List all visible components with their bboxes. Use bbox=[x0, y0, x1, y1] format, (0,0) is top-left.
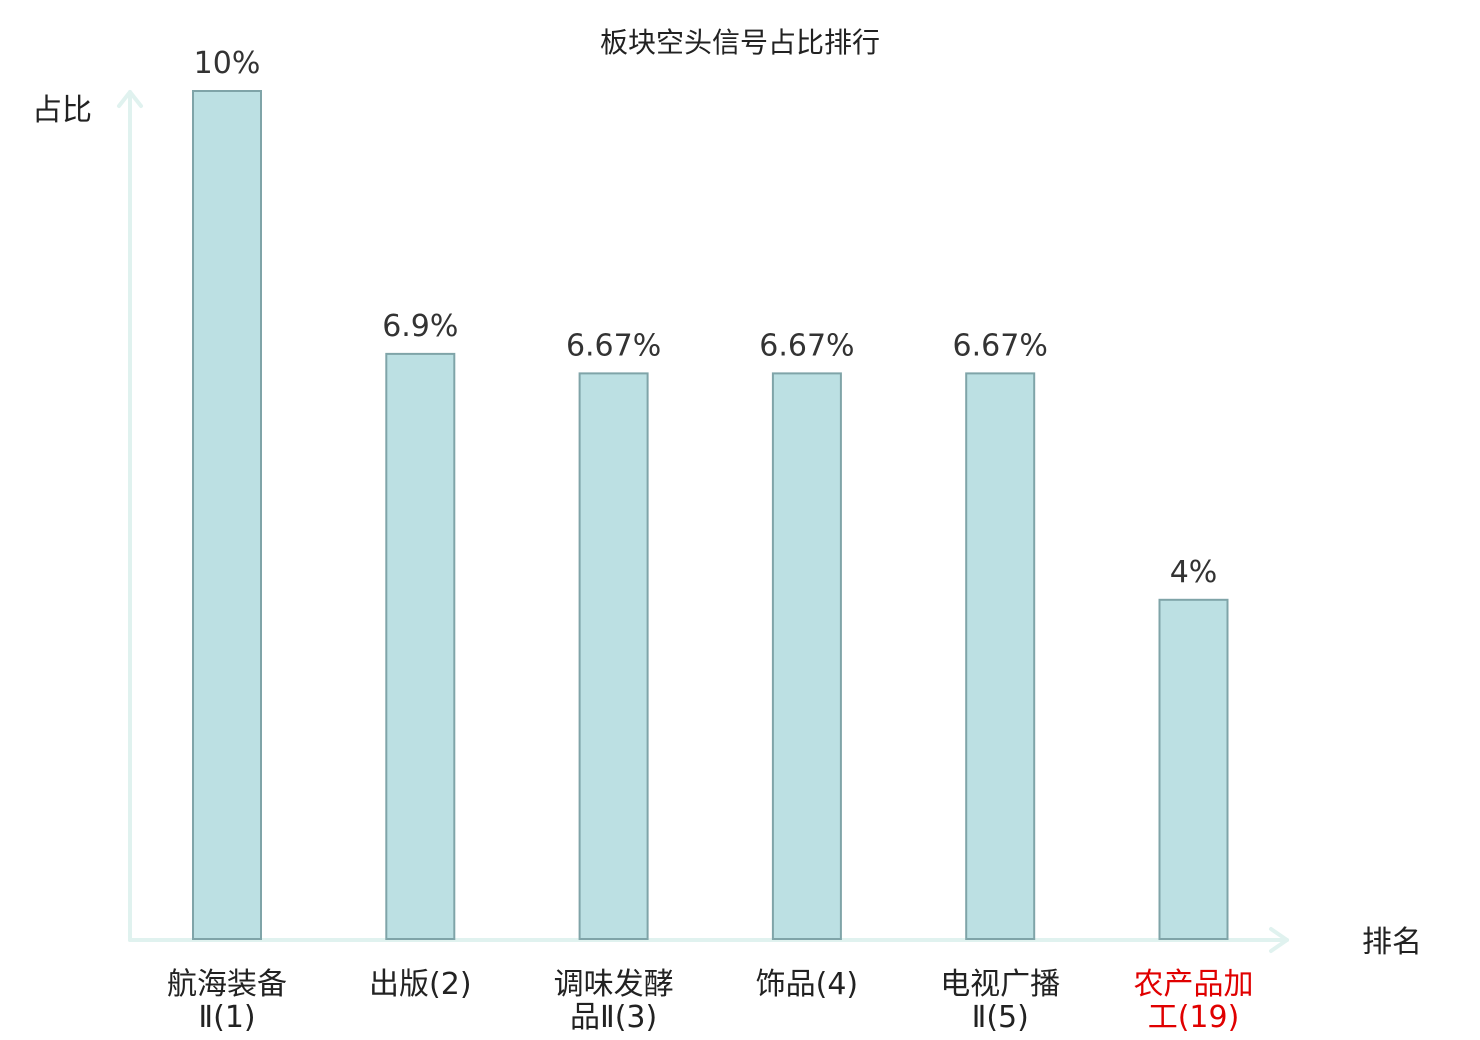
category-label: Ⅱ(5) bbox=[972, 1000, 1029, 1035]
bars-group bbox=[192, 90, 1229, 941]
bar-value-label: 6.67% bbox=[953, 328, 1048, 363]
bar-value-label: 4% bbox=[1170, 555, 1218, 590]
bar bbox=[192, 90, 262, 940]
category-label: 电视广播 bbox=[940, 967, 1060, 1002]
category-label: 出版(2) bbox=[369, 967, 472, 1002]
x-axis-label: 排名 bbox=[1362, 925, 1422, 960]
category-label: 航海装备 bbox=[167, 967, 287, 1002]
chart-title: 板块空头信号占比排行 bbox=[600, 26, 880, 59]
category-label: 农产品加 bbox=[1134, 967, 1254, 1002]
category-label: 品Ⅱ(3) bbox=[570, 1000, 657, 1035]
bar-value-label: 6.67% bbox=[566, 328, 661, 363]
bar bbox=[965, 372, 1036, 941]
bar-value-label: 10% bbox=[194, 46, 261, 81]
bar bbox=[1158, 598, 1229, 940]
bar-value-label: 6.9% bbox=[382, 309, 458, 344]
category-label: Ⅱ(1) bbox=[198, 1000, 255, 1035]
value-labels-group: 10% 6.9% 6.67% 6.67% 6.67% 4% bbox=[194, 46, 1218, 590]
bar-value-label: 6.67% bbox=[759, 328, 854, 363]
y-axis-label: 占比 bbox=[32, 93, 92, 128]
category-label: 饰品(4) bbox=[756, 967, 859, 1002]
category-label: 工(19) bbox=[1148, 1000, 1240, 1035]
bar bbox=[578, 372, 649, 941]
x-axis bbox=[128, 927, 1289, 953]
category-label: 调味发酵 bbox=[554, 967, 674, 1002]
y-axis bbox=[117, 90, 143, 942]
bar bbox=[771, 372, 842, 941]
bar bbox=[385, 352, 456, 940]
